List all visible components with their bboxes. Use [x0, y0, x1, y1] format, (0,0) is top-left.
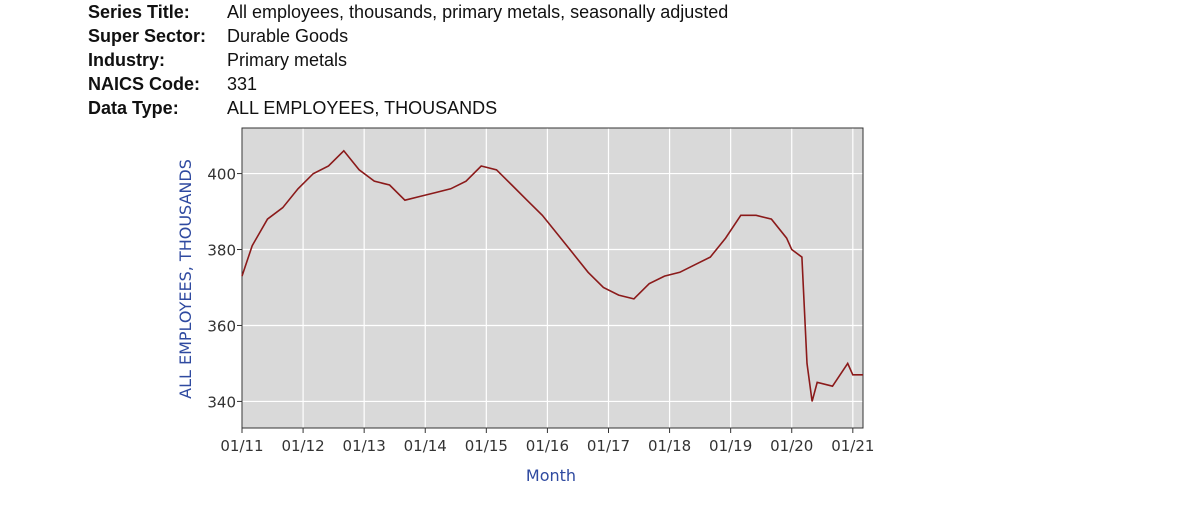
x-tick-label: 01/14 — [404, 437, 447, 455]
industry-value: Primary metals — [227, 50, 348, 70]
data-type-value: ALL EMPLOYEES, THOUSANDS — [227, 98, 498, 118]
super-sector-label: Super Sector: — [88, 26, 207, 46]
x-tick-label: 01/17 — [587, 437, 630, 455]
x-axis-title: Month — [526, 466, 576, 485]
x-tick-label: 01/20 — [770, 437, 813, 455]
x-tick-label: 01/21 — [831, 437, 874, 455]
x-tick-label: 01/12 — [281, 437, 324, 455]
data-type-label: Data Type: — [88, 98, 179, 118]
super-sector-row: Super Sector: Durable Goods — [88, 24, 728, 48]
x-tick-label: 01/15 — [465, 437, 508, 455]
y-tick-label: 380 — [207, 242, 236, 260]
industry-row: Industry: Primary metals — [88, 48, 728, 72]
y-tick-label: 400 — [207, 166, 236, 184]
naics-code-row: NAICS Code: 331 — [88, 72, 728, 96]
x-tick-label: 01/11 — [220, 437, 263, 455]
industry-label: Industry: — [88, 50, 166, 70]
naics-code-value: 331 — [227, 74, 258, 94]
y-tick-label: 340 — [207, 393, 236, 411]
series-title-value: All employees, thousands, primary metals… — [227, 2, 729, 22]
naics-code-label: NAICS Code: — [88, 74, 200, 94]
plot-border — [241, 127, 864, 429]
super-sector-value: Durable Goods — [227, 26, 349, 46]
x-tick-label: 01/19 — [709, 437, 752, 455]
x-tick-label: 01/13 — [343, 437, 386, 455]
series-title-label: Series Title: — [88, 2, 190, 22]
y-axis: 340 360 380 400 — [207, 166, 242, 411]
series-metadata: Series Title: All employees, thousands, … — [88, 0, 728, 120]
y-tick-label: 360 — [207, 317, 236, 335]
series-line — [241, 149, 863, 402]
x-tick-label: 01/16 — [526, 437, 569, 455]
y-axis-title: ALL EMPLOYEES, THOUSANDS — [176, 159, 195, 399]
data-type-row: Data Type: ALL EMPLOYEES, THOUSANDS — [88, 96, 728, 120]
x-axis: 01/11 01/12 01/13 01/14 01/15 01/16 01/17 01/18… — [220, 428, 874, 455]
x-tick-label: 01/18 — [648, 437, 691, 455]
plot-area — [242, 128, 863, 428]
series-title-row: Series Title: All employees, thousands, … — [88, 0, 728, 24]
